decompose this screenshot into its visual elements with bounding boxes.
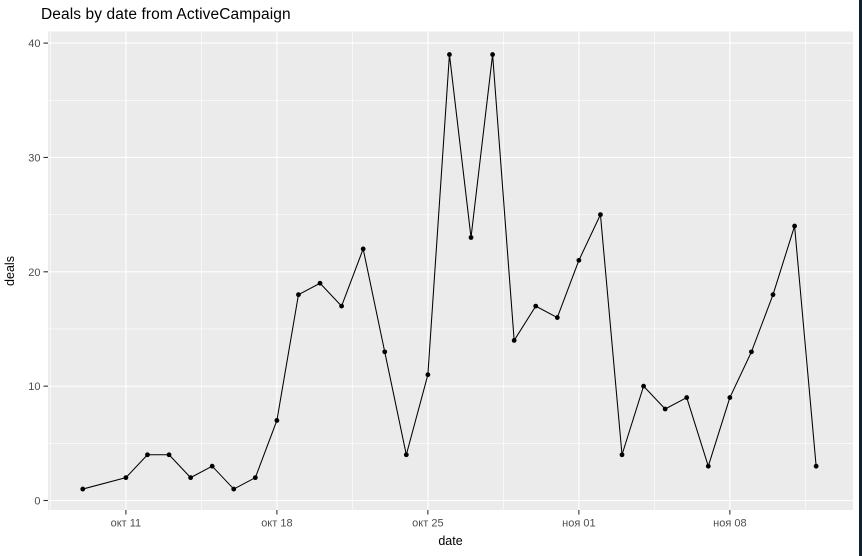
data-series	[80, 52, 819, 492]
data-point	[576, 257, 582, 263]
data-point	[403, 452, 409, 458]
data-point	[145, 452, 150, 458]
data-point	[770, 292, 776, 298]
x-tick-label: окт 25	[412, 518, 443, 530]
data-point	[749, 349, 754, 355]
minor-gridlines	[48, 31, 853, 510]
data-point	[274, 418, 280, 423]
x-tick-label: окт 11	[111, 518, 142, 530]
y-tick-label: 20	[28, 267, 40, 279]
tick-labels: 0 10 20 30 40 окт 11 окт 18 окт 25 ноя 01 ноя 08	[28, 38, 746, 529]
data-point	[511, 338, 517, 343]
data-point	[123, 475, 129, 481]
axis-ticks	[43, 42, 731, 515]
x-axis-title: date	[438, 534, 462, 548]
data-point	[554, 315, 560, 320]
x-tick-label: ноя 08	[713, 518, 746, 530]
data-point	[231, 486, 237, 492]
data-point	[296, 292, 301, 298]
x-tick-label: окт 18	[261, 518, 292, 530]
data-point	[252, 475, 258, 481]
data-point	[468, 235, 474, 240]
data-point	[598, 212, 603, 218]
data-point	[619, 452, 625, 458]
data-point	[813, 463, 819, 469]
x-tick-label: ноя 01	[562, 518, 595, 530]
data-point	[425, 372, 431, 378]
data-point	[166, 452, 172, 458]
data-point	[188, 475, 194, 481]
data-line	[82, 54, 817, 490]
data-point	[317, 280, 323, 286]
data-point	[533, 303, 539, 309]
major-gridlines	[48, 31, 853, 510]
data-point	[705, 463, 711, 469]
data-point	[641, 383, 646, 389]
y-tick-label: 30	[28, 152, 40, 164]
data-point	[727, 395, 733, 400]
data-point	[209, 463, 215, 469]
y-tick-label: 0	[34, 496, 40, 508]
data-point	[662, 406, 668, 412]
data-point	[792, 223, 797, 229]
data-point	[490, 52, 495, 57]
data-point	[684, 395, 690, 400]
data-point	[80, 486, 86, 492]
window-border-right	[859, 0, 862, 556]
y-tick-label: 40	[28, 38, 40, 50]
y-axis-title: deals	[3, 256, 17, 286]
data-point	[339, 303, 344, 309]
y-tick-label: 10	[28, 381, 40, 393]
data-point	[382, 349, 388, 355]
chart-title: Deals by date from ActiveCampaign	[41, 6, 291, 23]
plot-panel	[48, 31, 853, 510]
data-point	[360, 246, 366, 252]
data-point	[447, 52, 452, 57]
